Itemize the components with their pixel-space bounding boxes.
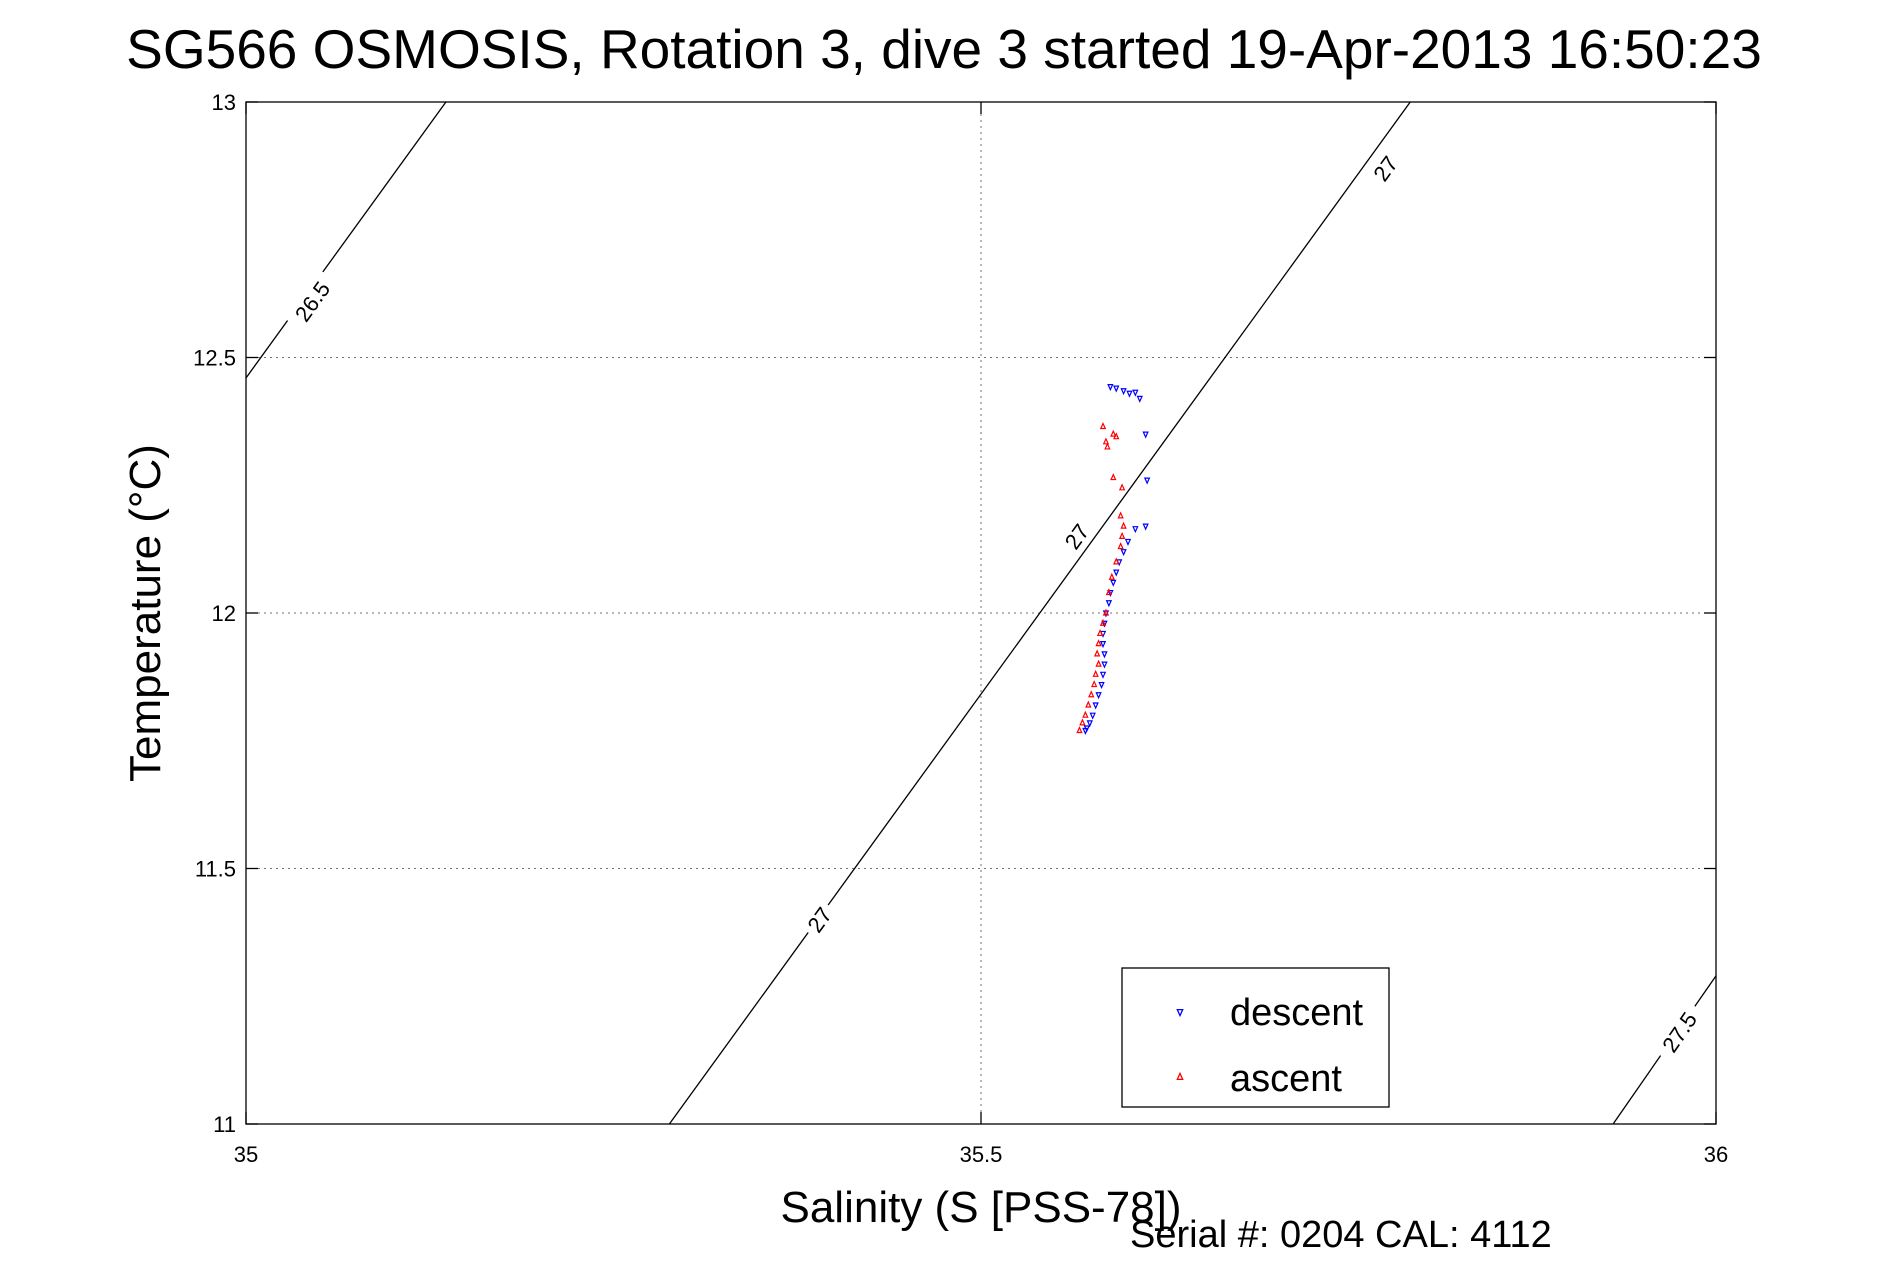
ascent-point [1110, 429, 1117, 437]
y-tick-label: 13 [212, 90, 236, 115]
chart-title: SG566 OSMOSIS, Rotation 3, dive 3 starte… [126, 18, 1762, 80]
density-contour-26.5 [246, 102, 447, 379]
y-tick-label: 11 [213, 1112, 236, 1137]
ascent-point [1076, 726, 1083, 734]
ascent-point [1102, 437, 1110, 445]
descent-point [1110, 579, 1117, 587]
ascent-point [1104, 442, 1111, 450]
descent-point [1113, 385, 1120, 393]
ascent-point [1095, 639, 1102, 647]
ascent-point [1091, 680, 1098, 688]
contour-label-bg [283, 268, 340, 333]
ascent-point [1085, 700, 1092, 708]
y-tick-label: 12.5 [193, 346, 236, 371]
legend-marker-ascent [1176, 1071, 1184, 1081]
legend-triangle-down-icon [1176, 1008, 1184, 1018]
descent-point [1101, 661, 1108, 669]
ascent-point [1105, 588, 1113, 596]
legend-marker-descent [1176, 1008, 1184, 1018]
ascent-point [1110, 473, 1117, 481]
x-tick-label: 35 [234, 1142, 258, 1167]
legend-box [1121, 967, 1390, 1108]
legend-label-descent: descent [1230, 992, 1364, 1034]
descent-point [1089, 712, 1096, 720]
descent-point [1142, 523, 1149, 531]
descent-point [1099, 671, 1107, 679]
descent-point [1107, 384, 1114, 392]
ascent-point [1082, 710, 1089, 718]
ascent-point [1099, 422, 1107, 430]
x-tick-label: 35.5 [960, 1142, 1003, 1167]
descent-point [1124, 538, 1132, 546]
descent-point [1132, 389, 1139, 397]
descent-point [1086, 720, 1093, 728]
descent-point [1136, 395, 1143, 403]
ascent-point [1108, 572, 1116, 580]
y-tick-label: 11.5 [195, 857, 236, 882]
legend-triangle-up-icon [1176, 1071, 1184, 1081]
ascent-point [1088, 690, 1095, 698]
ascent-point [1096, 628, 1104, 637]
x-axis-label: Salinity (S [PSS-78]) [780, 1183, 1181, 1232]
ascent-point [1099, 618, 1107, 626]
descent-point [1120, 388, 1127, 396]
ascent-point [1120, 521, 1127, 529]
descent-point [1143, 477, 1151, 485]
descent-point [1099, 641, 1107, 649]
ascent-point [1113, 432, 1120, 440]
descent-point [1092, 702, 1099, 710]
y-axis-label: Temperature (°C) [121, 444, 170, 782]
ascent-point [1102, 608, 1110, 616]
descent-point [1095, 692, 1102, 700]
descent-point [1120, 549, 1127, 557]
ascent-point [1118, 531, 1126, 539]
descent-point [1098, 681, 1105, 690]
ascent-point [1092, 669, 1099, 677]
ascent-point [1079, 718, 1086, 726]
y-tick-label: 12 [212, 601, 236, 626]
ascent-point [1118, 483, 1126, 491]
legend: descent ascent [1121, 967, 1390, 1108]
axis-ticks: 35 35.5 36 11 11.5 12 12.5 13 [193, 90, 1728, 1167]
descent-point [1132, 526, 1139, 534]
descent-point [1107, 589, 1114, 598]
descent-point [1101, 620, 1108, 628]
descent-point [1101, 651, 1108, 659]
descent-point [1082, 727, 1089, 735]
contour-label-bg [1055, 514, 1097, 558]
legend-label-ascent: ascent [1230, 1058, 1342, 1100]
ascent-point [1117, 511, 1124, 519]
density-contour-27 [668, 102, 1411, 1124]
ascent-point [1113, 557, 1120, 565]
descent-point [1142, 431, 1149, 439]
contour-label-bg [1650, 999, 1707, 1064]
contour-label-bg [797, 897, 839, 941]
ascent-series [1076, 422, 1127, 734]
ascent-point [1117, 542, 1124, 550]
descent-point [1126, 390, 1133, 398]
x-tick-label: 36 [1704, 1142, 1728, 1167]
ascent-point [1093, 649, 1101, 657]
serial-cal-footer: Serial #: 0204 CAL: 4112 [1130, 1214, 1552, 1256]
contour-label-bg [1363, 146, 1405, 190]
descent-point [1105, 600, 1113, 608]
descent-point [1113, 569, 1120, 577]
grid-lines [246, 102, 1716, 1124]
ascent-point [1095, 659, 1102, 667]
